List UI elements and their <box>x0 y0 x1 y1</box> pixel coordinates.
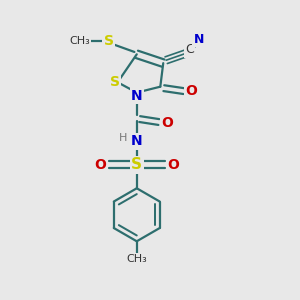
Text: C: C <box>185 44 194 56</box>
Text: O: O <box>185 84 197 98</box>
Text: O: O <box>94 158 106 172</box>
Text: S: S <box>131 157 142 172</box>
Text: O: O <box>161 116 173 130</box>
Text: S: S <box>104 34 114 48</box>
Text: N: N <box>194 33 204 46</box>
Text: CH₃: CH₃ <box>69 36 90 46</box>
Text: N: N <box>131 134 142 148</box>
Text: CH₃: CH₃ <box>126 254 147 264</box>
Text: S: S <box>110 75 120 89</box>
Text: O: O <box>168 158 179 172</box>
Text: H: H <box>119 133 128 143</box>
Text: N: N <box>131 88 142 103</box>
